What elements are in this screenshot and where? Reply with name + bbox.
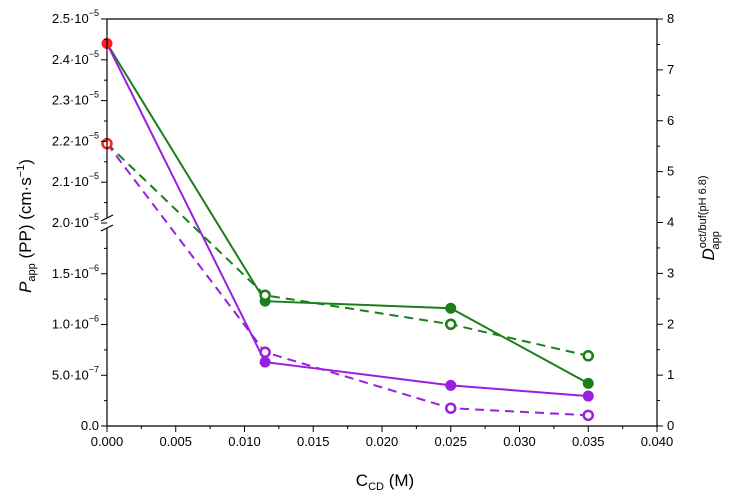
y-axis-left-title: Papp (PP) (cm·s−1) [15, 159, 38, 293]
x-tick-label: 0.010 [228, 434, 261, 449]
x-axis-title-unit: (M) [384, 471, 414, 490]
x-tick-label: 0.000 [91, 434, 124, 449]
series-line-2 [106, 142, 589, 357]
series-line-3 [106, 142, 589, 417]
x-axis-title-main: C [356, 471, 368, 490]
y-left-tick-exponent: −5 [89, 212, 99, 222]
y-right-tick-label: 0 [667, 418, 674, 433]
y-right-tick-label: 2 [667, 316, 674, 331]
series-3-point [582, 409, 594, 422]
y-left-tick-exponent: −6 [89, 314, 99, 324]
y-left-tick-exponent: −7 [89, 364, 99, 374]
series-2-point [582, 350, 594, 362]
y-left-tick-mantissa: 1.5·10 [52, 266, 89, 281]
y-right-tick-label: 6 [667, 113, 674, 128]
series-0-point [445, 302, 457, 314]
y-left-tick-mantissa: 2.1·10 [52, 174, 89, 189]
y-left-tick-label: 2.5·10−5 [52, 8, 99, 26]
y-left-tick-label: 0.0 [81, 418, 99, 433]
series-layer [101, 37, 594, 422]
y-right-tick-label: 3 [667, 265, 674, 280]
y-left-tick-label: 2.2·10−5 [52, 130, 99, 148]
x-tick-label: 0.040 [641, 434, 674, 449]
y-left-tick-exponent: −5 [89, 49, 99, 59]
y-left-tick-label: 5.0·10−7 [52, 364, 99, 382]
y-left-tick-label: 1.0·10−6 [52, 314, 99, 332]
y-right-tick-label: 4 [667, 215, 674, 230]
y-left-tick-mantissa: 2.3·10 [52, 93, 89, 108]
y-left-tick-exponent: −5 [89, 171, 99, 181]
y-right-tick-label: 8 [667, 11, 674, 26]
series-1-point [445, 379, 457, 391]
y-axis-right-title-sup: oct/buf(pH 6.8) [697, 175, 709, 248]
axis-break-mark-upper [100, 214, 114, 222]
y-left-tick-mantissa: 5.0·10 [52, 367, 89, 382]
series-line-1 [106, 43, 589, 398]
y-right-tick-label: 7 [667, 62, 674, 77]
series-2-point [259, 289, 271, 302]
y-left-tick-mantissa: 2.2·10 [52, 133, 89, 148]
y-left-tick-exponent: −5 [89, 8, 99, 18]
y-axis-left-title-main: P [16, 281, 35, 293]
y-left-tick-mantissa: 1.0·10 [52, 317, 89, 332]
y-right-tick-label: 5 [667, 164, 674, 179]
x-axis-title-sub: CD [368, 481, 384, 493]
x-tick-label: 0.030 [503, 434, 536, 449]
y-axis-left-title-sub: app [26, 263, 38, 281]
x-tick-label: 0.015 [297, 434, 330, 449]
y-axis-right-title: Doct/buf(pH 6.8)app [697, 175, 722, 260]
y-left-tick-exponent: −5 [89, 130, 99, 140]
series-line-0 [106, 42, 589, 385]
axis-break-mark-lower [100, 224, 114, 232]
y-axis-right-title-sub: app [710, 231, 722, 249]
y-axis-right-title-main: D [699, 248, 718, 260]
x-tick-label: 0.005 [159, 434, 192, 449]
y-left-tick-label: 2.3·10−5 [52, 90, 99, 108]
y-left-tick-mantissa: 2.0·10 [52, 215, 89, 230]
y-axis-left-title-sup: −1 [15, 165, 27, 178]
y-left-tick-mantissa: 2.5·10 [52, 11, 89, 26]
x-tick-label: 0.025 [434, 434, 467, 449]
series-2-point [445, 318, 457, 330]
y-left-tick-mantissa: 2.4·10 [52, 52, 89, 67]
y-left-tick-label: 2.0·10−5 [52, 212, 99, 230]
y-left-tick-exponent: −6 [89, 263, 99, 273]
y-axis-left-title-close: ) [16, 159, 35, 165]
y-left-tick-label: 2.1·10−5 [52, 171, 99, 189]
x-tick-label: 0.035 [572, 434, 605, 449]
series-0-point [582, 377, 594, 389]
series-3-point [445, 402, 457, 414]
x-axis-title: CCD (M) [356, 471, 414, 493]
axes-layer: 0.000 0.005 0.010 0.015 0.020 0.025 0.030 0.035… [52, 8, 674, 449]
y-left-tick-label: 2.4·10−5 [52, 49, 99, 67]
y-right-tick-label: 1 [667, 367, 674, 382]
y-left-tick-label: 1.5·10−6 [52, 263, 99, 281]
y-left-tick-mantissa: 0.0 [81, 418, 99, 433]
y-axis-left-title-rest: (PP) (cm·s [16, 177, 35, 263]
series-3-point [259, 346, 271, 358]
x-tick-label: 0.020 [366, 434, 399, 449]
series-1-point [582, 390, 594, 402]
series-1-point [259, 356, 271, 368]
y-left-tick-exponent: −5 [89, 90, 99, 100]
